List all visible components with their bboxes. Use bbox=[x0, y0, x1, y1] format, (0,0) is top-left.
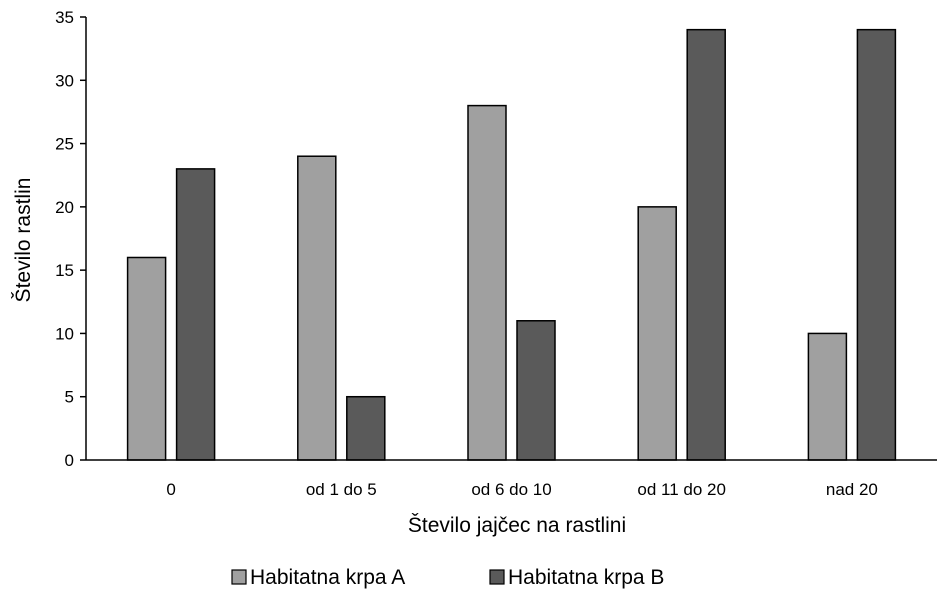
y-tick-label: 30 bbox=[55, 71, 74, 90]
bar-series-b bbox=[175, 168, 216, 461]
bar-series-b bbox=[346, 395, 386, 461]
bar-series-a bbox=[467, 104, 507, 461]
x-tick-label: od 11 do 20 bbox=[637, 480, 726, 499]
x-tick-label: od 1 do 5 bbox=[306, 480, 377, 499]
y-tick-label: 25 bbox=[55, 135, 74, 154]
legend-label: Habitatna krpa B bbox=[508, 566, 664, 589]
y-tick-label: 10 bbox=[55, 324, 74, 343]
legend-swatch bbox=[489, 569, 505, 585]
y-axis-title: Število rastlin bbox=[12, 178, 35, 303]
legend: Habitatna krpa A Habitatna krpa B bbox=[231, 566, 664, 589]
bar-series-a bbox=[126, 256, 167, 461]
x-axis-title: Število jajčec na rastlini bbox=[408, 514, 626, 537]
x-tick-label: nad 20 bbox=[826, 480, 878, 499]
x-axis-ticks: 0 od 1 do 5 od 6 do 10 od 11 do 20 nad 20 bbox=[166, 480, 878, 499]
bar-series-b bbox=[516, 320, 556, 461]
y-tick-label: 20 bbox=[55, 198, 74, 217]
y-tick-label: 5 bbox=[65, 388, 74, 407]
bar-series-a bbox=[807, 332, 848, 461]
y-tick-label: 35 bbox=[55, 8, 74, 27]
bars bbox=[126, 28, 897, 461]
bar-series-a bbox=[637, 206, 677, 461]
y-tick-label: 0 bbox=[65, 451, 74, 470]
bar-series-a bbox=[297, 155, 337, 461]
bar-series-b bbox=[686, 28, 726, 461]
y-tick-label: 15 bbox=[55, 261, 74, 280]
legend-swatch bbox=[231, 569, 247, 585]
legend-label: Habitatna krpa A bbox=[250, 566, 405, 589]
bar-series-b bbox=[856, 28, 897, 461]
x-tick-label: 0 bbox=[166, 480, 175, 499]
x-tick-label: od 6 do 10 bbox=[471, 480, 551, 499]
y-axis-ticks: 0 5 10 15 20 25 30 35 bbox=[55, 8, 86, 470]
